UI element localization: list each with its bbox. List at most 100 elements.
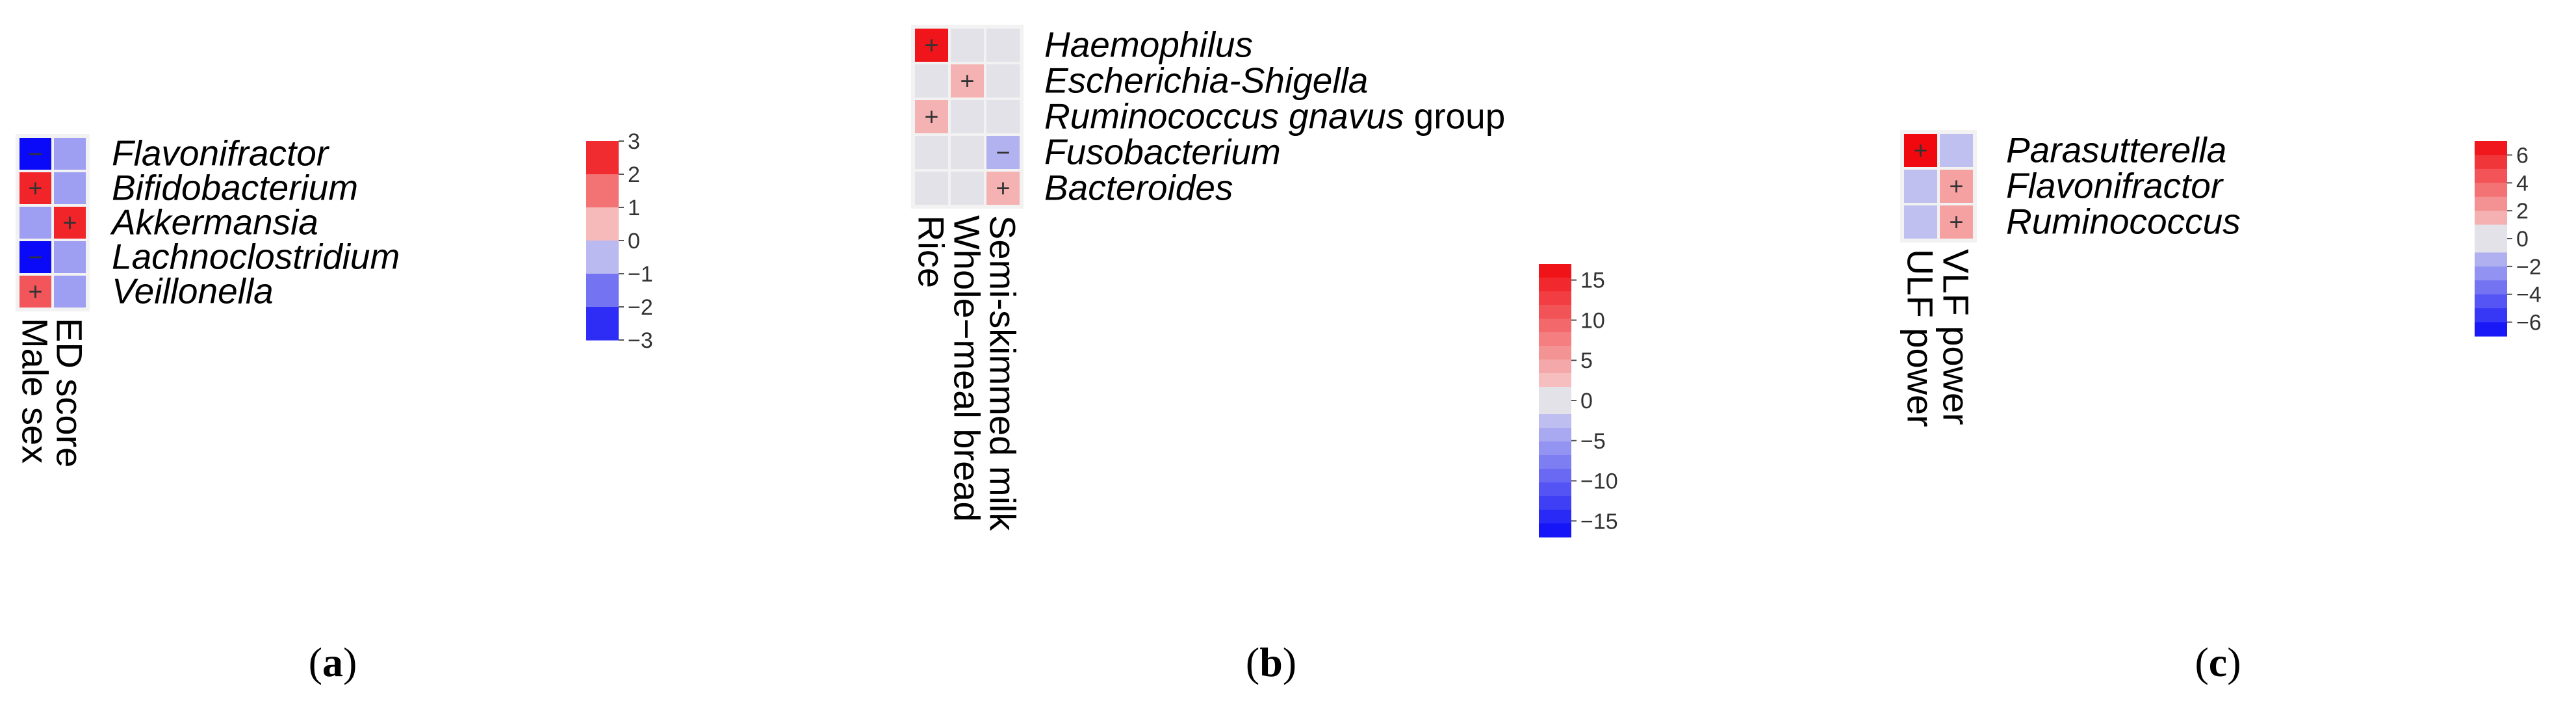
row-label: Lachnoclostridium: [112, 237, 400, 277]
row-label: Bacteroides: [1044, 168, 1233, 208]
colorbar-tick-label: 6: [2516, 143, 2529, 168]
heatmap-cell: [19, 276, 51, 308]
heatmap-cell: [1904, 205, 1937, 239]
heatmap-cell: [986, 172, 1020, 205]
colorbar-step: [2475, 252, 2507, 267]
colorbar-tick-label: −15: [1580, 509, 1618, 534]
colorbar: 3 2 1 0 −1 −2 −3: [586, 129, 653, 353]
colorbar-step: [1539, 346, 1571, 360]
colorbar-step: [586, 207, 619, 241]
column-label: Male sex: [15, 318, 56, 464]
colorbar-step: [586, 274, 619, 308]
heatmap-cell: [986, 64, 1020, 98]
panel-b: + + + − + HaemophilusEscherichia-ShigellaRumi…: [911, 25, 1618, 686]
colorbar-step: [1539, 414, 1571, 428]
significance-sign: +: [996, 176, 1010, 203]
colorbar-step: [2475, 266, 2507, 281]
significance-sign: +: [924, 104, 938, 131]
colorbar-step: [1539, 319, 1571, 333]
row-label: Flavonifractor: [2006, 166, 2224, 206]
colorbar-tick-label: 2: [2516, 199, 2529, 224]
heatmap-cell: [54, 241, 86, 273]
heatmap-cell: [1904, 170, 1937, 203]
significance-sign: +: [1949, 209, 1963, 237]
colorbar-tick-label: −10: [1580, 469, 1618, 494]
colorbar-tick-label: −6: [2516, 311, 2542, 335]
colorbar-step: [1539, 305, 1571, 319]
heatmap-cell: [19, 138, 51, 170]
significance-sign: +: [28, 279, 42, 306]
colorbar-tick-label: −2: [628, 295, 653, 320]
heatmap-cell: [1940, 170, 1973, 203]
colorbar-step: [2475, 280, 2507, 295]
colorbar-step: [1539, 496, 1571, 510]
column-label: VLF power: [1936, 249, 1977, 425]
heatmap-cell: [951, 136, 984, 169]
colorbar-tick-label: 2: [628, 163, 640, 187]
panel-caption: (a): [309, 639, 357, 685]
colorbar-step: [1539, 510, 1571, 524]
row-label: Parasutterella: [2006, 130, 2226, 170]
heatmap-cell: [951, 172, 984, 205]
panel-a: −++−+FlavonifractorBifidobacteriumAkkerm…: [15, 129, 653, 685]
column-label: Rice: [911, 215, 952, 288]
colorbar: 15 10 5 0 −5 −10 −15: [1539, 264, 1618, 538]
significance-sign: −: [28, 244, 42, 272]
panel-c: + + + ParasutterellaFlavonifractorRuminococ…: [1900, 130, 2542, 686]
heatmap-cell: [951, 29, 984, 62]
row-label: Ruminococcus: [2006, 202, 2241, 242]
colorbar-step: [2475, 322, 2507, 337]
column-label: Semi-skimmed milk: [983, 215, 1024, 531]
row-label: Flavonifractor: [112, 133, 330, 174]
colorbar-tick-label: −3: [628, 328, 653, 353]
colorbar-step: [2475, 196, 2507, 211]
colorbar-step: [1539, 400, 1571, 415]
heatmap-cell: [986, 100, 1020, 133]
column-label: ED score: [49, 318, 90, 467]
colorbar-tick-label: −5: [1580, 429, 1606, 454]
row-label: Escherichia-Shigella: [1044, 60, 1368, 101]
row-label: Bifidobacterium: [112, 168, 358, 208]
colorbar-step: [586, 174, 619, 208]
colorbar-tick-label: −4: [2516, 283, 2542, 308]
heatmap-cell: [19, 241, 51, 273]
significance-sign: −: [28, 141, 42, 168]
colorbar: 6 4 2 0 −2 −4 −6: [2475, 141, 2542, 337]
heatmap-cell: [986, 136, 1020, 169]
colorbar-step: [1539, 360, 1571, 374]
colorbar-step: [586, 141, 619, 175]
colorbar-step: [2475, 224, 2507, 239]
colorbar-tick-label: 0: [628, 229, 640, 254]
column-label: ULF power: [1900, 249, 1941, 427]
colorbar-tick-label: 15: [1580, 269, 1605, 293]
colorbar-step: [1539, 387, 1571, 401]
row-label: Haemophilus: [1044, 25, 1253, 65]
colorbar-step: [2475, 168, 2507, 183]
heatmap-cell: [915, 29, 948, 62]
heatmap-cell: [1904, 134, 1937, 167]
colorbar-step: [1539, 264, 1571, 278]
colorbar-step: [1539, 523, 1571, 538]
row-label: Akkermansia: [110, 202, 318, 243]
heatmap-cell: [54, 276, 86, 308]
colorbar-step: [2475, 294, 2507, 309]
colorbar-step: [586, 307, 619, 341]
colorbar-step: [1539, 441, 1571, 456]
heatmap-cell: [54, 172, 86, 204]
colorbar-step: [1539, 482, 1571, 497]
row-label: Veillonella: [112, 271, 274, 311]
significance-sign: +: [924, 33, 938, 60]
row-label: Ruminococcus gnavus group: [1044, 96, 1505, 137]
heatmap-cell: [1940, 205, 1973, 239]
significance-sign: +: [62, 210, 77, 237]
heatmap-cell: [915, 172, 948, 205]
colorbar-step: [1539, 428, 1571, 442]
significance-sign: +: [960, 68, 974, 96]
colorbar-tick-label: −2: [2516, 255, 2542, 280]
heatmap-cell: [915, 100, 948, 133]
colorbar-step: [1539, 278, 1571, 292]
heatmap-cell: [19, 172, 51, 204]
colorbar-step: [1539, 332, 1571, 347]
colorbar-tick-label: 0: [1580, 389, 1593, 413]
